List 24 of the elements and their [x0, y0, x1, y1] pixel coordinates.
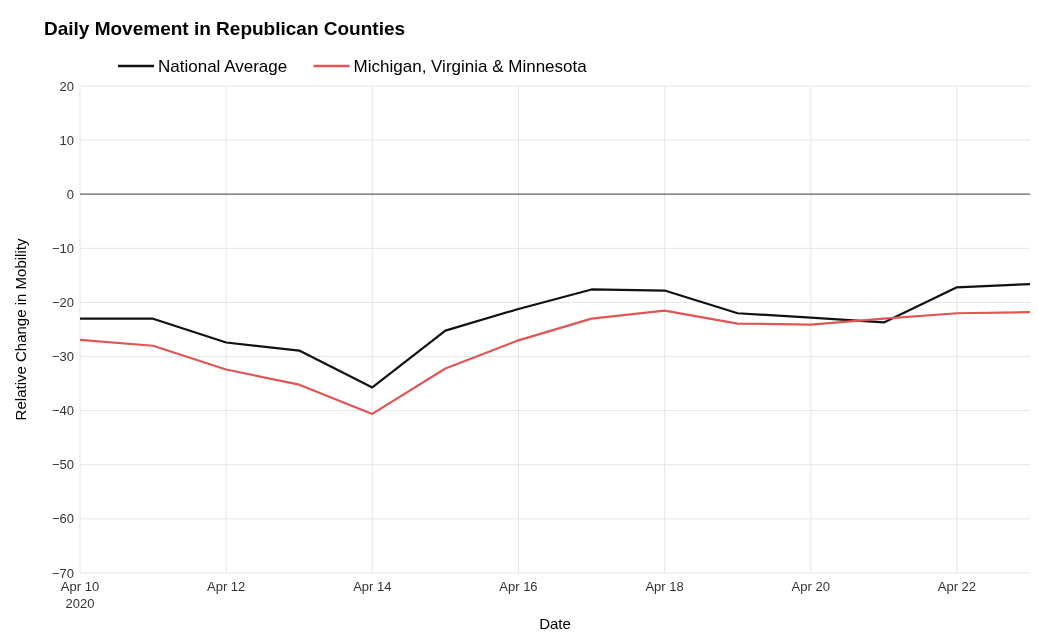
- x-tick-label: Apr 16: [499, 579, 538, 594]
- x-tick-label: Apr 18: [645, 579, 684, 594]
- line-series: [78, 282, 1030, 389]
- y-tick-label: 0: [66, 186, 74, 202]
- x-tick-label: Apr 22: [937, 579, 977, 594]
- y-tick-label: −70: [51, 565, 74, 581]
- legend-label: National Average: [158, 57, 288, 76]
- y-tick-label: −60: [51, 511, 74, 527]
- y-tick-label: −50: [51, 457, 74, 473]
- legend-label: Michigan, Virginia & Minnesota: [353, 57, 588, 76]
- y-axis-title: Relative Change in Mobility: [12, 238, 29, 421]
- y-tick-label: 10: [59, 132, 74, 148]
- x-axis-title: Date: [539, 615, 571, 632]
- y-tick-label: −30: [51, 349, 74, 365]
- chart-title: Daily Movement in Republican Counties: [44, 18, 406, 39]
- y-tick-label: 20: [59, 78, 74, 94]
- x-tick-label: Apr 20: [791, 579, 830, 594]
- y-tick-label: −20: [51, 294, 74, 310]
- x-tick-label: Apr 14: [353, 579, 392, 594]
- x-tick-label: Apr 10 2020: [60, 579, 100, 611]
- x-tick-label: Apr 12: [207, 579, 246, 594]
- y-tick-label: −10: [51, 240, 74, 256]
- y-tick-label: −40: [51, 403, 74, 419]
- line-series: [78, 309, 1030, 416]
